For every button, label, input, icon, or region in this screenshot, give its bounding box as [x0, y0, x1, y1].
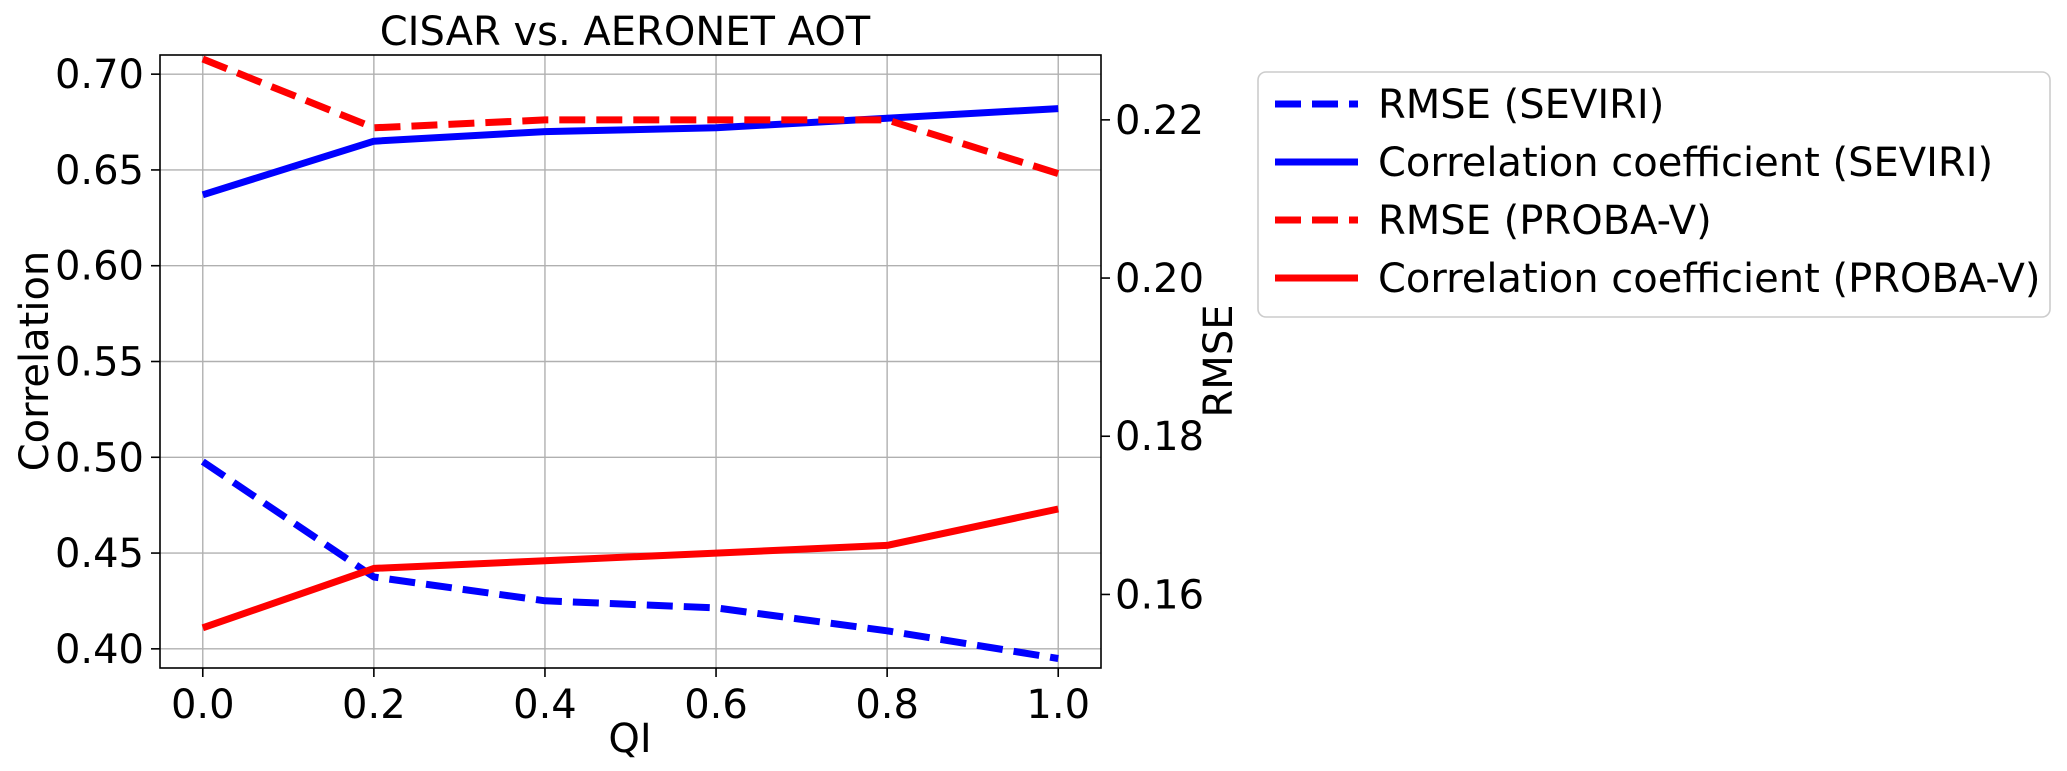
series-line-2 — [201, 55, 1060, 177]
chart-title: CISAR vs. AERONET AOT — [380, 9, 871, 55]
legend-frame — [1257, 71, 2051, 318]
legend-label-3: Correlation coefficient (PROBA-V) — [1378, 256, 2040, 302]
legend-label-2: RMSE (PROBA-V) — [1378, 198, 1712, 244]
series-lines — [200, 55, 1060, 662]
legend-label-1: Correlation coefficient (SEVIRI) — [1378, 140, 1993, 186]
legend-label-0: RMSE (SEVIRI) — [1378, 82, 1664, 128]
grid — [160, 55, 1101, 668]
y-left-axis-label: Correlation — [12, 251, 58, 472]
y-left-tick-label: 0.45 — [55, 531, 144, 577]
y-left-tick-label: 0.55 — [55, 340, 144, 386]
y-left-tick-label: 0.50 — [55, 435, 144, 481]
y-right-axis-ticks: 0.16 0.18 0.20 0.22 — [1101, 98, 1204, 618]
x-tick-label: 0.0 — [171, 682, 235, 728]
y-left-tick-label: 0.60 — [55, 244, 144, 290]
x-tick-label: 0.6 — [684, 682, 748, 728]
series-line-3 — [201, 505, 1059, 632]
x-tick-label: 0.4 — [513, 682, 577, 728]
series-line-0 — [200, 458, 1059, 662]
y-left-axis-ticks: 0.40 0.45 0.50 0.55 0.60 0.65 0.70 — [55, 52, 160, 673]
y-right-tick-label: 0.22 — [1115, 98, 1204, 144]
legend: RMSE (SEVIRI) Correlation coefficient (SE… — [1257, 71, 2051, 318]
x-axis-label: QI — [608, 716, 651, 762]
y-left-tick-label: 0.40 — [55, 627, 144, 673]
y-left-tick-label: 0.65 — [55, 148, 144, 194]
series-line-1 — [201, 105, 1059, 199]
x-axis-ticks: 0.0 0.2 0.4 0.6 0.8 1.0 — [171, 668, 1090, 728]
y-left-tick-label: 0.70 — [55, 52, 144, 98]
x-tick-label: 1.0 — [1026, 682, 1090, 728]
y-right-tick-label: 0.16 — [1115, 572, 1204, 618]
y-right-axis-label: RMSE — [1196, 305, 1242, 418]
x-tick-label: 0.2 — [342, 682, 406, 728]
y-right-tick-label: 0.20 — [1115, 256, 1204, 302]
y-right-tick-label: 0.18 — [1115, 414, 1204, 460]
x-tick-label: 0.8 — [855, 682, 919, 728]
